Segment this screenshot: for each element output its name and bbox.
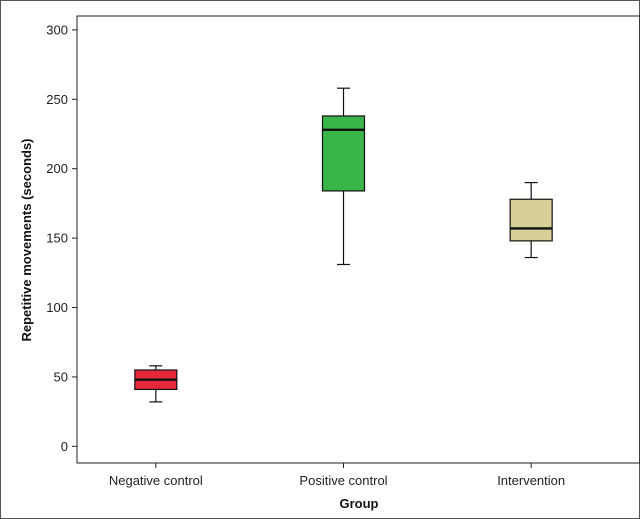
y-tick-label-0: 0 [61, 439, 68, 454]
x-tick-label-1: Positive control [299, 473, 387, 488]
y-tick-label-100: 100 [46, 300, 68, 315]
y-tick-label-300: 300 [46, 22, 68, 37]
y-tick-label-50: 50 [54, 369, 68, 384]
x-tick-label-0: Negative control [109, 473, 203, 488]
y-tick-label-250: 250 [46, 92, 68, 107]
x-axis: Negative control Positive control Interven… [109, 463, 565, 488]
x-tick-label-2: Intervention [497, 473, 565, 488]
y-tick-label-200: 200 [46, 161, 68, 176]
plot-area-border [76, 15, 640, 464]
box-0 [134, 365, 178, 403]
box-2-iqr [509, 198, 553, 242]
y-axis: 0 50 100 150 200 250 300 [46, 22, 77, 454]
box-1-iqr [321, 115, 366, 192]
boxes-layer [134, 87, 553, 403]
box-1 [321, 87, 366, 266]
x-axis-title: Group [340, 496, 379, 511]
y-axis-title: Repetitive movements (seconds) [19, 138, 34, 341]
box-2 [509, 181, 553, 259]
y-tick-label-150: 150 [46, 231, 68, 246]
